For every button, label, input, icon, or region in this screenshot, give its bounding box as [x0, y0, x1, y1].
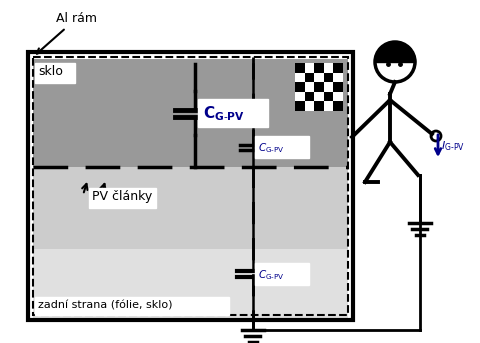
Text: zadní strana (fólie, sklo): zadní strana (fólie, sklo)	[38, 300, 172, 310]
Bar	[333, 102, 342, 111]
Text: $C_{\mathrm{G\text{-}PV}}$: $C_{\mathrm{G\text{-}PV}}$	[257, 141, 284, 155]
FancyBboxPatch shape	[35, 63, 75, 83]
Bar	[333, 92, 342, 102]
Bar	[323, 73, 333, 82]
Bar	[304, 73, 313, 82]
Bar	[294, 82, 304, 92]
Bar	[313, 73, 323, 82]
Bar	[333, 73, 342, 82]
Bar	[313, 102, 323, 111]
Bar	[313, 82, 323, 92]
FancyBboxPatch shape	[254, 263, 308, 285]
Bar	[304, 63, 313, 73]
Bar	[33, 167, 347, 249]
Bar	[323, 102, 333, 111]
Bar	[33, 57, 347, 315]
Bar	[33, 59, 347, 167]
Bar	[323, 82, 333, 92]
Text: $I_{\mathrm{G\text{-}PV}}$: $I_{\mathrm{G\text{-}PV}}$	[440, 139, 464, 153]
Circle shape	[374, 42, 414, 82]
FancyBboxPatch shape	[198, 99, 267, 127]
Bar	[323, 92, 333, 102]
Bar	[313, 92, 323, 102]
Bar	[33, 249, 347, 320]
Text: PV články: PV články	[92, 190, 152, 203]
Bar	[313, 63, 323, 73]
Bar	[294, 73, 304, 82]
FancyBboxPatch shape	[254, 136, 308, 158]
Bar	[323, 63, 333, 73]
FancyBboxPatch shape	[89, 188, 156, 208]
Bar	[294, 102, 304, 111]
Bar	[294, 92, 304, 102]
Bar	[304, 102, 313, 111]
Text: Al rám: Al rám	[37, 12, 97, 54]
Bar	[333, 82, 342, 92]
Bar	[304, 82, 313, 92]
FancyBboxPatch shape	[35, 297, 228, 315]
Bar	[28, 52, 352, 320]
Text: $C_{\mathrm{G\text{-}PV}}$: $C_{\mathrm{G\text{-}PV}}$	[257, 268, 284, 282]
Bar	[294, 63, 304, 73]
Bar	[304, 92, 313, 102]
Bar	[333, 63, 342, 73]
Text: sklo: sklo	[38, 65, 63, 78]
Text: $\mathbf{C}_{\mathbf{G\text{-}PV}}$: $\mathbf{C}_{\mathbf{G\text{-}PV}}$	[203, 105, 244, 123]
